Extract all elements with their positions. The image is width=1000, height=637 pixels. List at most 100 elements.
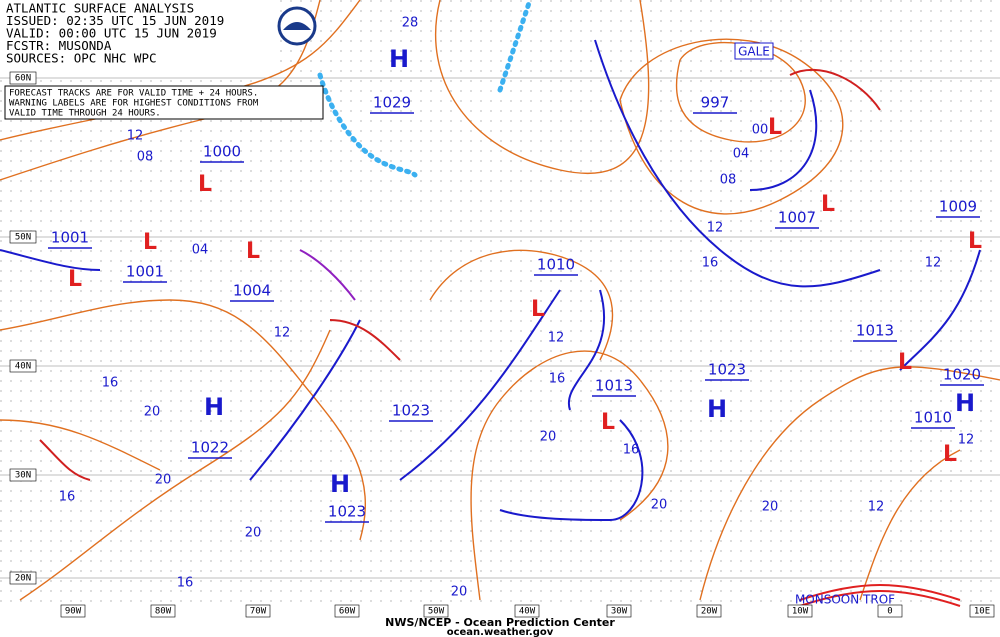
lon-label: 90W bbox=[65, 607, 82, 617]
warm-fronts bbox=[39, 69, 881, 481]
lat-label: 40N bbox=[15, 362, 31, 372]
isobar-label: 12 bbox=[958, 433, 975, 448]
isobar-label: 12 bbox=[274, 326, 291, 341]
lon-label: 10E bbox=[974, 607, 990, 617]
lat-label-box bbox=[9, 230, 37, 244]
isobar-label: 16 bbox=[59, 490, 76, 505]
pressure-label: 1023 bbox=[392, 402, 430, 420]
lon-label-box bbox=[150, 604, 176, 618]
low-symbol: L bbox=[68, 267, 82, 292]
isobar-label: 12 bbox=[707, 221, 724, 236]
high-symbol: H bbox=[330, 470, 350, 498]
isobar-label: 20 bbox=[155, 473, 172, 488]
low-symbol: L bbox=[198, 172, 212, 197]
isobar-label: 12 bbox=[548, 331, 565, 346]
noaa-logo-bird bbox=[283, 22, 311, 30]
isobar-label: 12 bbox=[868, 500, 885, 515]
header-line: FCSTR: MUSONDA bbox=[6, 38, 112, 53]
isobar-label: 16 bbox=[177, 576, 194, 591]
isobar-label: 12 bbox=[127, 129, 144, 144]
lon-label-box bbox=[787, 604, 813, 618]
lon-label: 70W bbox=[250, 607, 267, 617]
center-pressure: 1010 bbox=[914, 409, 952, 427]
isobar-label: 20 bbox=[144, 405, 161, 420]
lon-label: 40W bbox=[519, 607, 536, 617]
low-symbol: L bbox=[943, 442, 957, 467]
lon-label: 20W bbox=[701, 607, 718, 617]
note-line: FORECAST TRACKS ARE FOR VALID TIME + 24 … bbox=[9, 89, 258, 99]
isobar-label: 20 bbox=[451, 585, 468, 600]
center-pressure: 1000 bbox=[203, 143, 241, 161]
low-symbol: L bbox=[968, 229, 982, 254]
isobar-label: 20 bbox=[540, 430, 557, 445]
gale-box bbox=[734, 42, 774, 60]
header-line: SOURCES: OPC NHC WPC bbox=[6, 51, 157, 66]
low-symbol: L bbox=[768, 115, 782, 140]
isobar-label: 04 bbox=[192, 243, 209, 258]
note-box bbox=[4, 85, 324, 120]
lon-label: 80W bbox=[155, 607, 172, 617]
lon-label-box bbox=[606, 604, 632, 618]
low-symbol: L bbox=[246, 239, 260, 264]
lat-label: 20N bbox=[15, 574, 31, 584]
fronts bbox=[0, 39, 981, 522]
note-line: VALID TIME THROUGH 24 HOURS. bbox=[9, 109, 161, 119]
isobar-label: 08 bbox=[720, 173, 737, 188]
lon-label-box bbox=[514, 604, 540, 618]
lon-label-box bbox=[696, 604, 722, 618]
low-symbol: L bbox=[898, 350, 912, 375]
feature-label: MONSOON TROF bbox=[795, 593, 895, 607]
center-pressure: 1013 bbox=[595, 377, 633, 395]
isobar-label: 16 bbox=[702, 256, 719, 271]
high-symbol: H bbox=[204, 393, 224, 421]
occluded-front bbox=[299, 249, 356, 301]
lon-label-box bbox=[969, 604, 995, 618]
low-symbol: L bbox=[601, 410, 615, 435]
footer-line: NWS/NCEP - Ocean Prediction Center bbox=[385, 616, 615, 629]
lat-label-box bbox=[9, 359, 37, 373]
center-pressure: 997 bbox=[701, 94, 730, 112]
lat-label-box bbox=[9, 571, 37, 585]
isobar-label: 16 bbox=[102, 376, 119, 391]
isobars bbox=[0, 0, 1000, 601]
isobar-label: 20 bbox=[245, 526, 262, 541]
lat-label: 60N bbox=[15, 74, 31, 84]
ice-edge-2 bbox=[497, 0, 533, 93]
note-line: WARNING LABELS ARE FOR HIGHEST CONDITION… bbox=[9, 99, 259, 109]
lat-label: 30N bbox=[15, 471, 31, 481]
high-symbol: H bbox=[955, 389, 975, 417]
lon-label-box bbox=[60, 604, 86, 618]
center-pressure: 1004 bbox=[233, 282, 271, 300]
center-pressure: 1001 bbox=[126, 263, 164, 281]
isobar-label: 04 bbox=[733, 147, 750, 162]
warning-label: GALE bbox=[738, 45, 770, 59]
lon-label-box bbox=[334, 604, 360, 618]
center-pressure: 1009 bbox=[939, 198, 977, 216]
lon-label: 10W bbox=[792, 607, 809, 617]
lon-label-box bbox=[423, 604, 449, 618]
isobar-label: 12 bbox=[925, 256, 942, 271]
monsoon-trough bbox=[799, 584, 961, 601]
ice-edge bbox=[317, 72, 418, 178]
footer-line: ocean.weather.gov bbox=[447, 627, 554, 637]
lat-label-box bbox=[9, 71, 37, 85]
monsoon-trough-2 bbox=[799, 590, 961, 607]
center-pressure: 1001 bbox=[51, 229, 89, 247]
isobar-label: 20 bbox=[651, 498, 668, 513]
center-pressure: 1023 bbox=[708, 361, 746, 379]
isobar-label: 16 bbox=[549, 372, 566, 387]
low-symbol: L bbox=[143, 230, 157, 255]
lat-label-box bbox=[9, 468, 37, 482]
low-symbol: L bbox=[531, 297, 545, 322]
header-line: VALID: 00:00 UTC 15 JUN 2019 bbox=[6, 26, 217, 41]
header-box bbox=[0, 0, 272, 72]
low-symbol: L bbox=[821, 192, 835, 217]
lon-label-box bbox=[877, 604, 903, 618]
center-pressure: 1023 bbox=[328, 503, 366, 521]
lon-label: 60W bbox=[339, 607, 356, 617]
isobar-label: 16 bbox=[623, 443, 640, 458]
center-pressure: 1020 bbox=[943, 366, 981, 384]
header-line: ISSUED: 02:35 UTC 15 JUN 2019 bbox=[6, 13, 224, 28]
high-symbol: H bbox=[707, 395, 727, 423]
